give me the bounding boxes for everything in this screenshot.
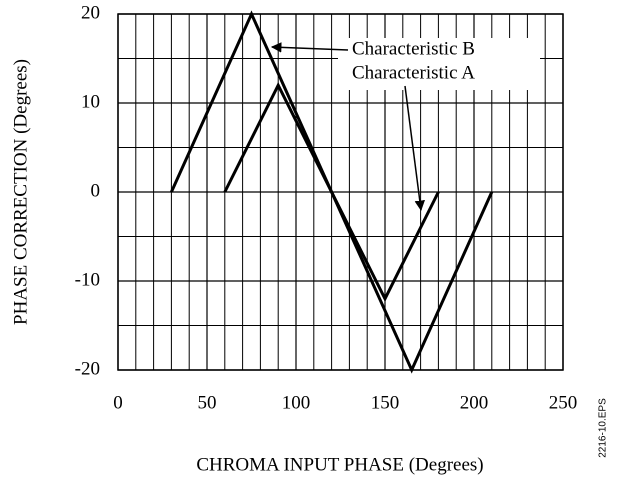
figure-id: 2216-10.EPS [598, 398, 609, 458]
x-tick-label: 250 [549, 392, 578, 413]
x-tick-label: 200 [460, 392, 489, 413]
y-tick-label: 0 [91, 180, 101, 201]
y-tick-label: -20 [75, 358, 100, 379]
y-tick-label: -10 [75, 269, 100, 290]
x-tick-label: 50 [198, 392, 217, 413]
x-tick-label: 100 [282, 392, 311, 413]
y-axis-label: PHASE CORRECTION (Degrees) [10, 59, 31, 325]
series-line [223, 81, 440, 303]
annotation: Characteristic B [352, 38, 475, 59]
arrow [404, 85, 425, 212]
y-tick-label: 20 [81, 2, 100, 23]
lines [170, 10, 494, 374]
x-tick-label: 150 [371, 392, 400, 413]
x-tick-label: 0 [113, 392, 123, 413]
y-tick-label: 10 [81, 91, 100, 112]
annotation-background [338, 38, 540, 90]
plot-frame [117, 13, 564, 371]
annotation: Characteristic A [352, 62, 475, 83]
arrow [270, 42, 349, 53]
x-axis-label: CHROMA INPUT PHASE (Degrees) [196, 454, 483, 475]
